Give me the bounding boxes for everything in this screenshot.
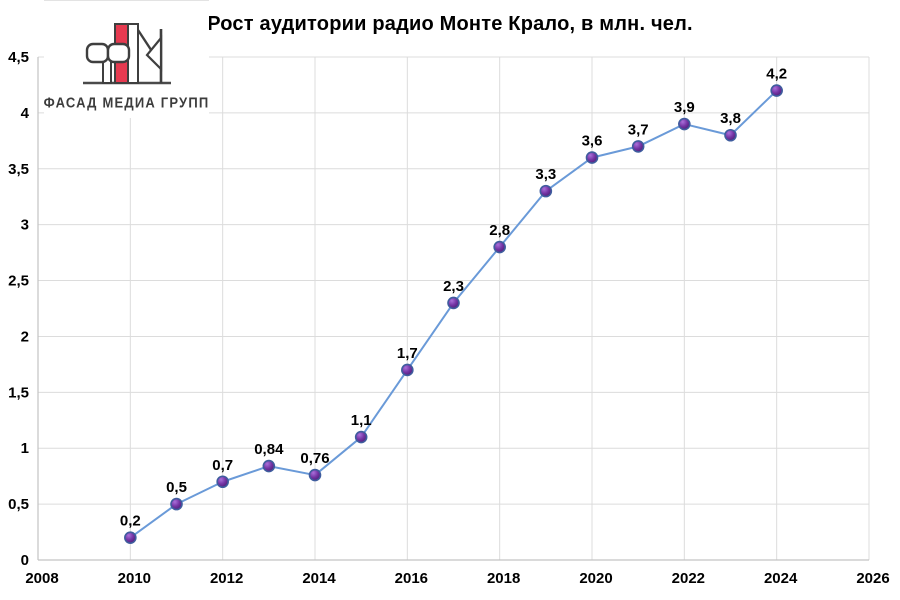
x-tick-label: 2008	[25, 570, 58, 587]
data-point-label: 2,3	[443, 278, 464, 295]
data-points	[124, 84, 783, 544]
x-tick-label: 2018	[487, 570, 520, 587]
y-tick-label: 2	[21, 328, 29, 345]
axes	[37, 57, 869, 561]
data-point	[539, 184, 553, 198]
x-tick-label: 2026	[856, 570, 889, 587]
data-point	[678, 117, 691, 131]
x-tick-label: 2016	[395, 570, 428, 587]
x-tick-label: 2020	[579, 570, 612, 587]
data-point-label: 3,7	[628, 121, 649, 138]
data-point	[170, 497, 183, 511]
logo-monogram-icon	[82, 23, 171, 85]
logo: ФАСАД МЕДИА ГРУПП	[44, 0, 209, 118]
data-point	[631, 140, 645, 153]
data-point	[216, 475, 229, 489]
x-tick-label: 2014	[302, 570, 336, 587]
y-tick-label: 0,5	[8, 496, 29, 513]
data-point-label: 0,2	[120, 513, 141, 530]
y-tick-label: 0	[21, 552, 29, 569]
data-point-label: 2,8	[489, 222, 510, 239]
data-point-label: 3,3	[535, 166, 556, 183]
y-tick-label: 1,5	[8, 384, 29, 401]
data-point-label: 1,7	[397, 345, 418, 362]
x-tick-label: 2022	[672, 570, 705, 587]
data-point-label: 1,1	[351, 412, 372, 429]
data-point	[401, 363, 414, 377]
data-point	[585, 151, 599, 164]
data-point	[770, 84, 783, 97]
gridlines	[38, 56, 870, 560]
logo-text: ФАСАД МЕДИА ГРУПП	[43, 93, 210, 112]
data-point-label: 3,9	[674, 99, 695, 116]
data-point	[308, 468, 322, 482]
data-point-label: 4,2	[766, 66, 787, 83]
data-point	[724, 128, 737, 142]
data-point-label: 3,8	[720, 110, 741, 127]
y-tick-label: 3,5	[8, 161, 29, 178]
chart-title: Рост аудитории радио Монте Крало, в млн.…	[207, 13, 693, 35]
x-tick-label: 2024	[764, 570, 798, 587]
data-point-label: 0,7	[212, 457, 233, 474]
data-point	[124, 531, 137, 544]
data-point-label: 0,76	[300, 450, 329, 467]
x-tick-label: 2012	[210, 570, 243, 587]
x-tick-label: 2010	[118, 570, 151, 587]
y-tick-label: 4,5	[8, 49, 29, 66]
y-tick-label: 1	[21, 440, 29, 457]
data-point-labels: 0,2 0,5 0,7 0,84 0,76 1,1 1,7 2,3 2,8 3,3 3,6 3,7 3,…	[120, 66, 787, 530]
data-point	[493, 240, 506, 254]
data-point	[447, 296, 460, 310]
tick-labels: 0 0,5 1 1,5 2 2,5 3 3,5 4 4,5 2008 2010 2012 2014 2016…	[8, 49, 890, 587]
data-point-label: 0,84	[254, 441, 284, 458]
data-point-label: 0,5	[166, 479, 187, 496]
data-point	[354, 430, 368, 444]
y-tick-label: 3	[21, 217, 29, 234]
data-point	[262, 459, 276, 473]
data-point-label: 3,6	[582, 133, 603, 150]
y-tick-label: 4	[21, 105, 30, 122]
y-tick-label: 2,5	[8, 273, 29, 290]
